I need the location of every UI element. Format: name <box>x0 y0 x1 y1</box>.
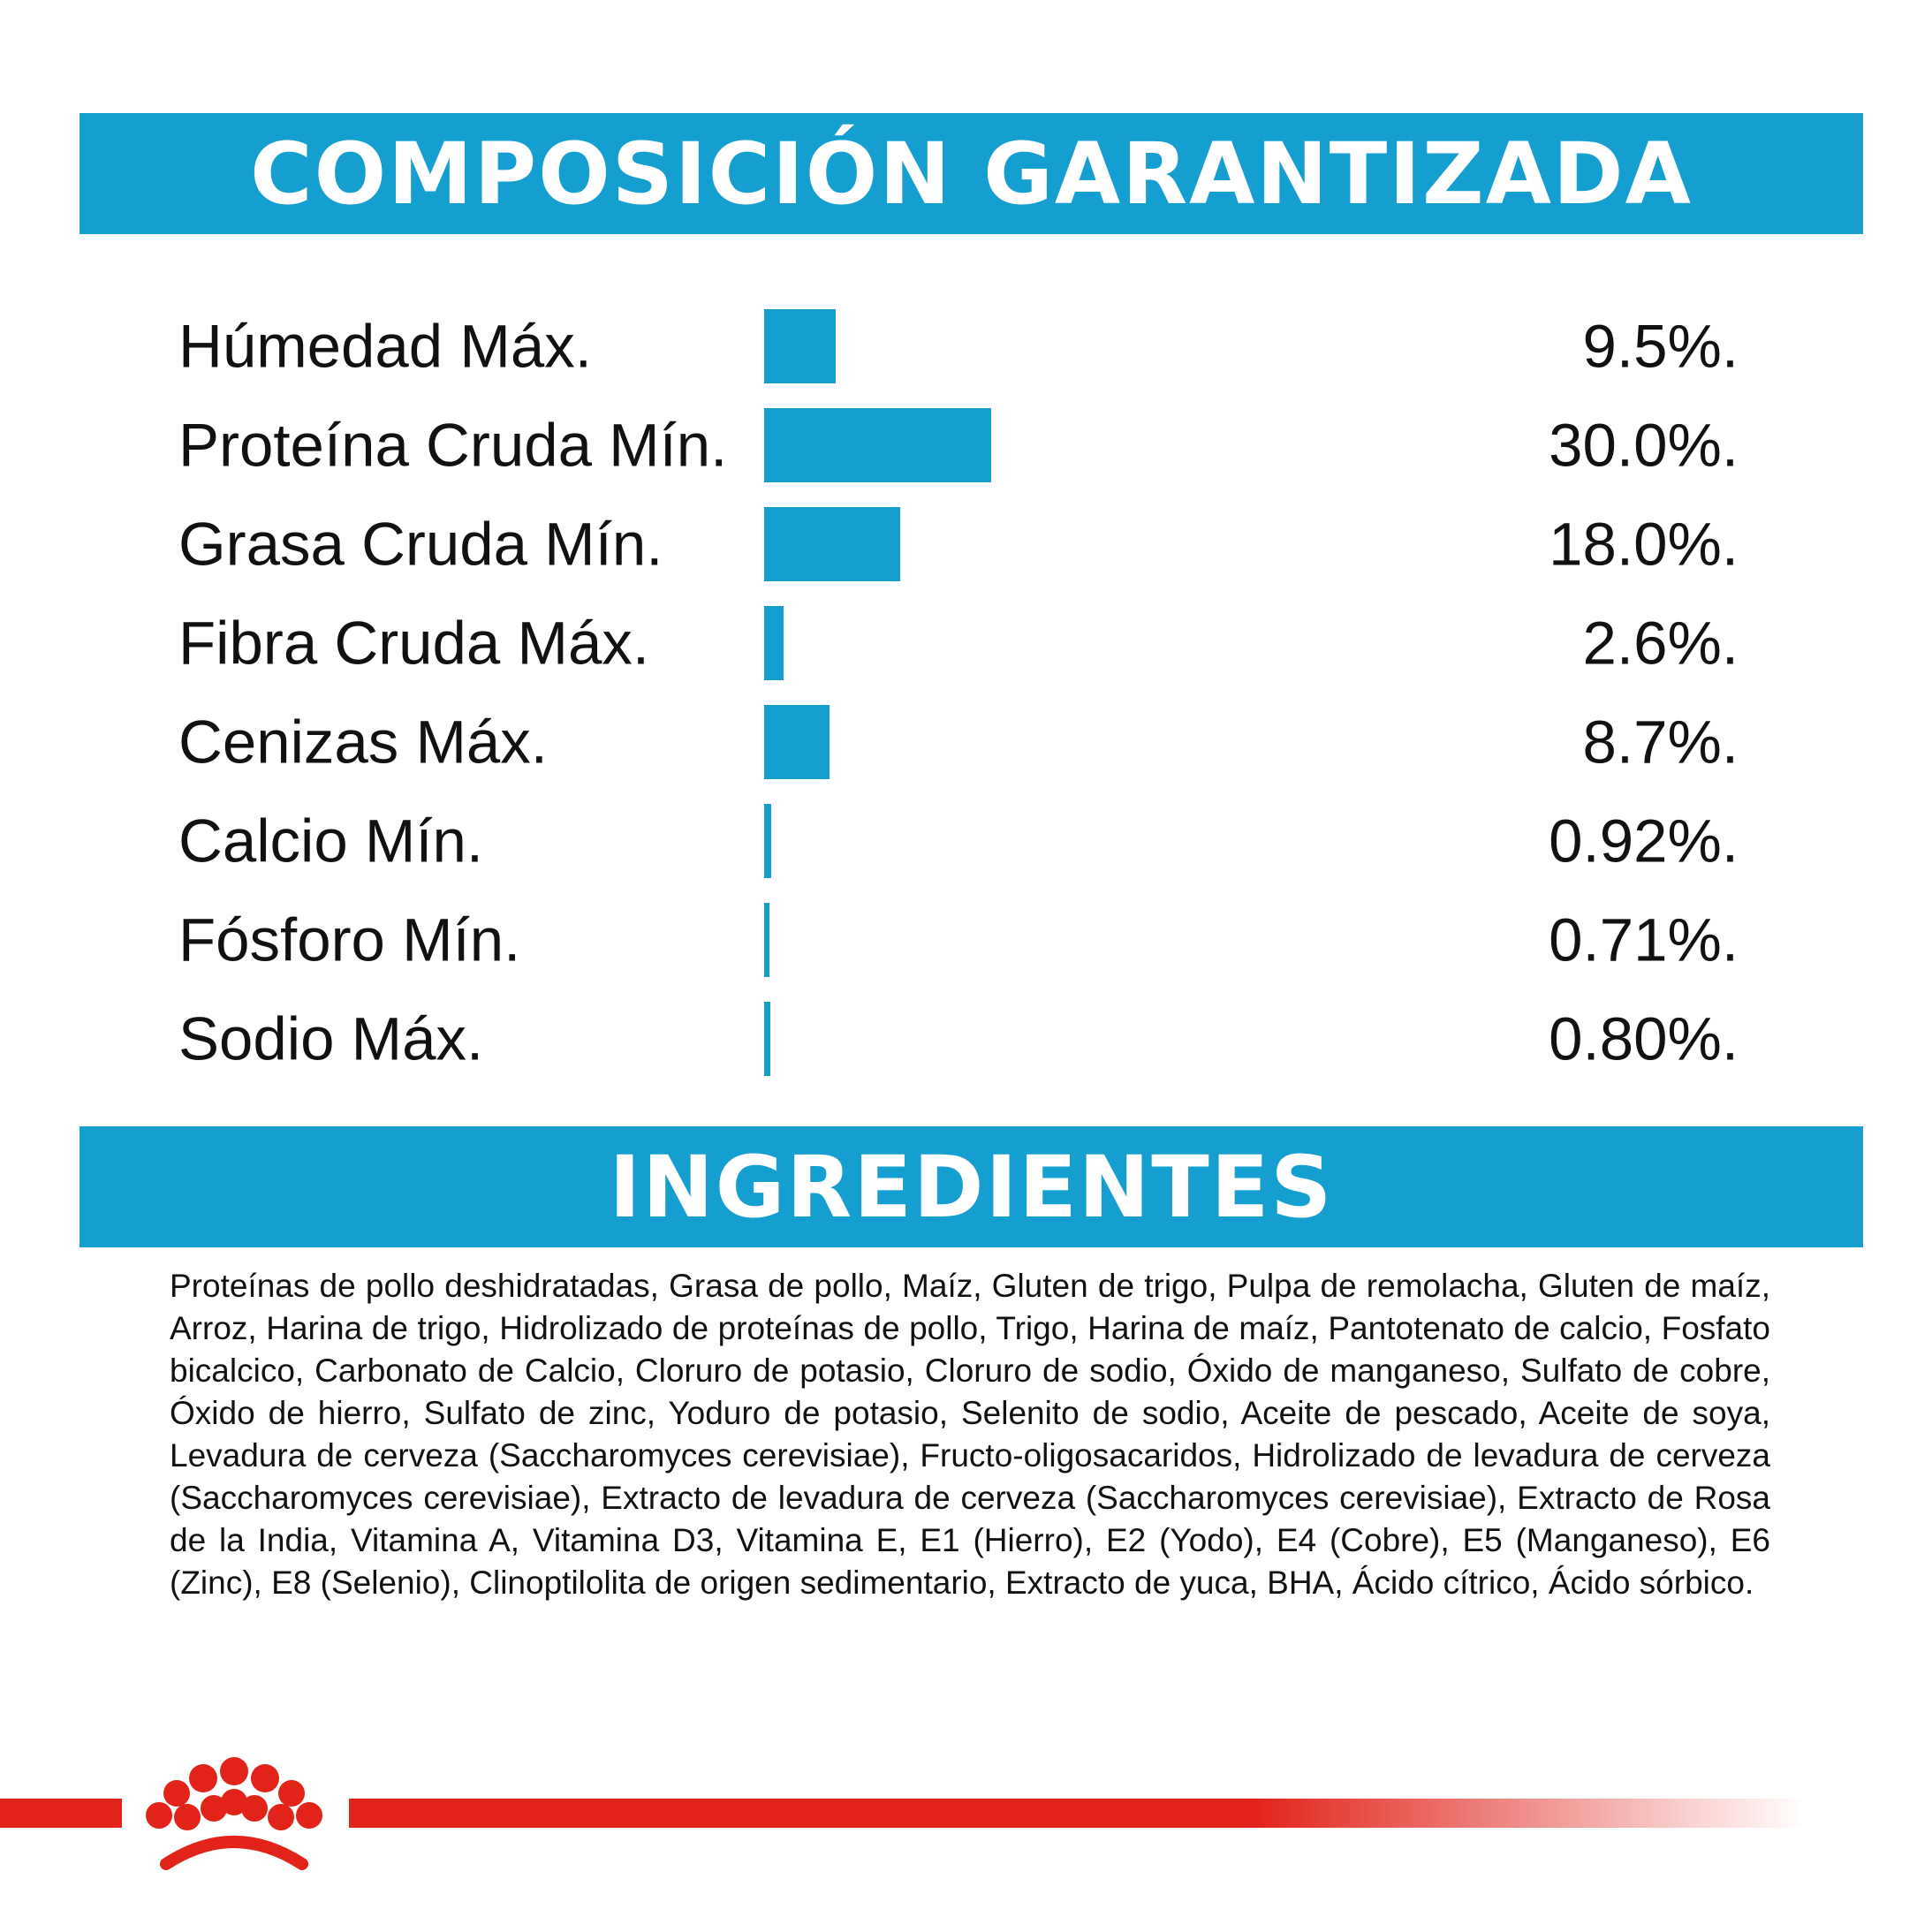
category-label: Grasa Cruda Mín. <box>178 510 663 579</box>
value-label: 8.7%. <box>1582 708 1739 777</box>
value-label: 30.0%. <box>1549 411 1739 480</box>
bar <box>764 507 900 581</box>
category-label: Fósforo Mín. <box>178 905 521 974</box>
crown-logo-icon <box>146 1757 322 1870</box>
value-label: 0.92%. <box>1549 807 1739 875</box>
category-label: Sodio Máx. <box>178 1004 484 1073</box>
chart-row: Grasa Cruda Mín. 18.0%. <box>0 495 1932 594</box>
footer-line-right <box>349 1799 1807 1828</box>
chart-row: Fibra Cruda Máx. 2.6%. <box>0 594 1932 693</box>
ingredients-text: Proteínas de pollo deshidratadas, Grasa … <box>170 1268 1770 1601</box>
value-label: 0.71%. <box>1549 905 1739 974</box>
chart-row: Proteína Cruda Mín. 30.0%. <box>0 396 1932 495</box>
value-label: 2.6%. <box>1582 609 1739 678</box>
footer-line-left <box>0 1799 122 1828</box>
chart-row: Húmedad Máx. 9.5%. <box>0 297 1932 396</box>
ingredients-title: INGREDIENTES <box>609 1137 1334 1237</box>
chart-row: Cenizas Máx. 8.7%. <box>0 693 1932 792</box>
bar <box>764 804 771 878</box>
value-label: 0.80%. <box>1549 1004 1739 1073</box>
bar <box>764 1002 770 1076</box>
chart-row: Calcio Mín. 0.92%. <box>0 792 1932 890</box>
bar <box>764 309 837 383</box>
bar <box>764 606 784 680</box>
chart-row: Fósforo Mín. 0.71%. <box>0 890 1932 989</box>
chart-row: Sodio Máx. 0.80%. <box>0 989 1932 1088</box>
category-label: Calcio Mín. <box>178 807 484 875</box>
bar <box>764 705 830 779</box>
ingredients-banner: INGREDIENTES <box>80 1126 1863 1247</box>
bar <box>764 408 991 482</box>
bar <box>764 903 770 977</box>
category-label: Cenizas Máx. <box>178 708 548 777</box>
value-label: 9.5%. <box>1582 312 1739 381</box>
composition-banner: COMPOSICIÓN GARANTIZADA <box>80 113 1863 234</box>
value-label: 18.0%. <box>1549 510 1739 579</box>
category-label: Proteína Cruda Mín. <box>178 411 728 480</box>
category-label: Húmedad Máx. <box>178 312 592 381</box>
category-label: Fibra Cruda Máx. <box>178 609 649 678</box>
composition-title: COMPOSICIÓN GARANTIZADA <box>250 124 1693 224</box>
